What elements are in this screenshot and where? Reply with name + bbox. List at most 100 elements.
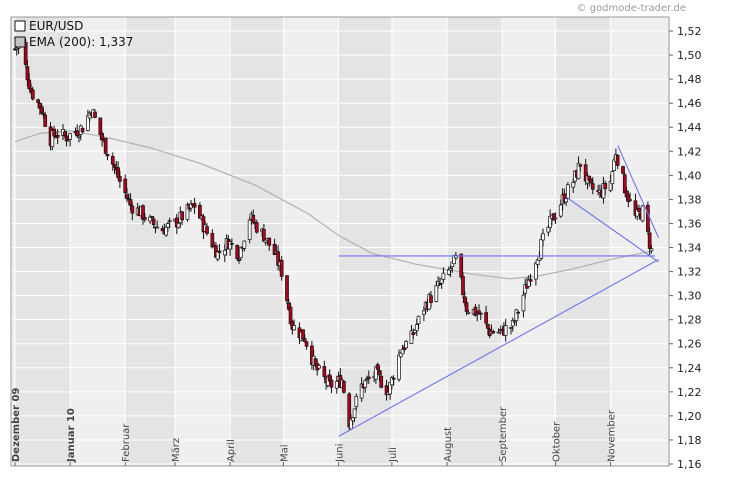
candle-body bbox=[142, 217, 147, 220]
candle-body bbox=[52, 128, 56, 137]
y-tick-label: 1,30 bbox=[677, 290, 702, 303]
candle-body bbox=[62, 131, 67, 136]
candle-body bbox=[30, 89, 35, 100]
y-tick-label: 1,24 bbox=[677, 362, 702, 375]
candle-body bbox=[322, 366, 327, 377]
candle-body bbox=[441, 272, 446, 280]
candle-body bbox=[422, 310, 426, 315]
candle-body bbox=[509, 327, 513, 329]
y-tick-label: 1,22 bbox=[677, 386, 702, 399]
candle-body bbox=[640, 205, 645, 222]
month-band bbox=[447, 17, 503, 466]
candle-body bbox=[262, 229, 266, 242]
candle-body bbox=[304, 341, 309, 347]
candle-body bbox=[217, 250, 222, 253]
legend-price-label: EUR/USD bbox=[29, 19, 83, 33]
candle-body bbox=[610, 171, 615, 185]
x-tick-label: Oktober bbox=[551, 421, 562, 462]
candle-body bbox=[459, 253, 464, 278]
candle-body bbox=[379, 375, 384, 388]
candle-body bbox=[553, 217, 558, 220]
candle-body bbox=[521, 294, 526, 312]
candle-body bbox=[546, 226, 551, 233]
candle-body bbox=[429, 295, 433, 303]
x-tick-label: Februar bbox=[121, 423, 132, 462]
candle-body bbox=[285, 275, 289, 302]
candle-body bbox=[366, 376, 371, 380]
candle-body bbox=[637, 207, 641, 212]
candle-body bbox=[279, 259, 284, 277]
x-tick-label: Dezember 09 bbox=[11, 388, 22, 462]
candle-body bbox=[288, 306, 293, 325]
candle-body bbox=[36, 99, 40, 103]
candle-body bbox=[164, 226, 168, 236]
candle-body bbox=[317, 365, 321, 369]
candle-body bbox=[205, 226, 209, 234]
candle-body bbox=[93, 111, 97, 118]
x-axis: Dezember 09 Januar 10 Februar März April Mai J… bbox=[11, 388, 618, 466]
candle-body bbox=[228, 241, 232, 250]
candle-body bbox=[541, 233, 545, 241]
y-tick-label: 1,34 bbox=[677, 242, 702, 255]
candle-body bbox=[486, 324, 490, 329]
candle-body bbox=[251, 214, 256, 223]
candle-body bbox=[558, 204, 563, 217]
candle-body bbox=[622, 174, 627, 194]
candle-body bbox=[130, 205, 135, 214]
candle-body bbox=[603, 182, 608, 190]
y-tick-label: 1,28 bbox=[677, 314, 702, 327]
candle-body bbox=[238, 246, 243, 259]
candle-body bbox=[461, 276, 465, 295]
candle-body bbox=[180, 211, 184, 221]
candle-body bbox=[534, 262, 538, 280]
candle-body bbox=[628, 199, 632, 201]
candle-body bbox=[302, 338, 307, 343]
legend-ema-swatch bbox=[14, 36, 26, 48]
candle-body bbox=[516, 311, 520, 314]
candle-body bbox=[235, 245, 240, 259]
candle-body bbox=[363, 380, 368, 388]
candle-body bbox=[503, 325, 508, 336]
candle-body bbox=[615, 154, 620, 166]
copyright-text: © godmode-trader.de bbox=[577, 3, 687, 14]
x-tick-label: Juni bbox=[335, 444, 346, 463]
candle-body bbox=[23, 42, 28, 65]
candle-body bbox=[155, 226, 160, 229]
candle-body bbox=[352, 408, 357, 419]
candle-body bbox=[125, 194, 129, 199]
candle-body bbox=[411, 332, 416, 335]
candle-body bbox=[103, 137, 108, 154]
ema-200-line bbox=[14, 130, 652, 280]
legend-price-swatch bbox=[14, 20, 26, 32]
candle-body bbox=[80, 127, 85, 133]
candle-body bbox=[391, 377, 396, 380]
candle-body bbox=[646, 204, 650, 232]
candle-body bbox=[448, 268, 453, 271]
candle-body bbox=[43, 114, 48, 127]
x-tick-label: September bbox=[498, 406, 509, 462]
candle-body bbox=[230, 242, 234, 245]
candle-body bbox=[496, 331, 501, 334]
y-tick-label: 1,32 bbox=[677, 266, 702, 279]
candle-body bbox=[41, 113, 46, 115]
candle-body bbox=[491, 330, 496, 334]
candle-body bbox=[434, 285, 439, 302]
candle-body bbox=[397, 354, 401, 380]
candle-body bbox=[110, 156, 115, 165]
candle-body bbox=[375, 364, 380, 370]
candle-body bbox=[254, 222, 259, 233]
candle-body bbox=[25, 66, 30, 81]
y-tick-label: 1,52 bbox=[677, 25, 702, 38]
candle-body bbox=[77, 135, 81, 138]
y-tick-label: 1,26 bbox=[677, 338, 702, 351]
candle-body bbox=[166, 223, 170, 228]
candle-body bbox=[571, 182, 576, 188]
y-tick-label: 1,46 bbox=[677, 97, 702, 110]
x-tick-label: April bbox=[226, 439, 237, 462]
candle-body bbox=[116, 167, 120, 178]
trendlines bbox=[338, 145, 660, 437]
y-tick-label: 1,16 bbox=[677, 458, 702, 471]
candles bbox=[13, 37, 654, 431]
y-tick-label: 1,40 bbox=[677, 169, 702, 182]
